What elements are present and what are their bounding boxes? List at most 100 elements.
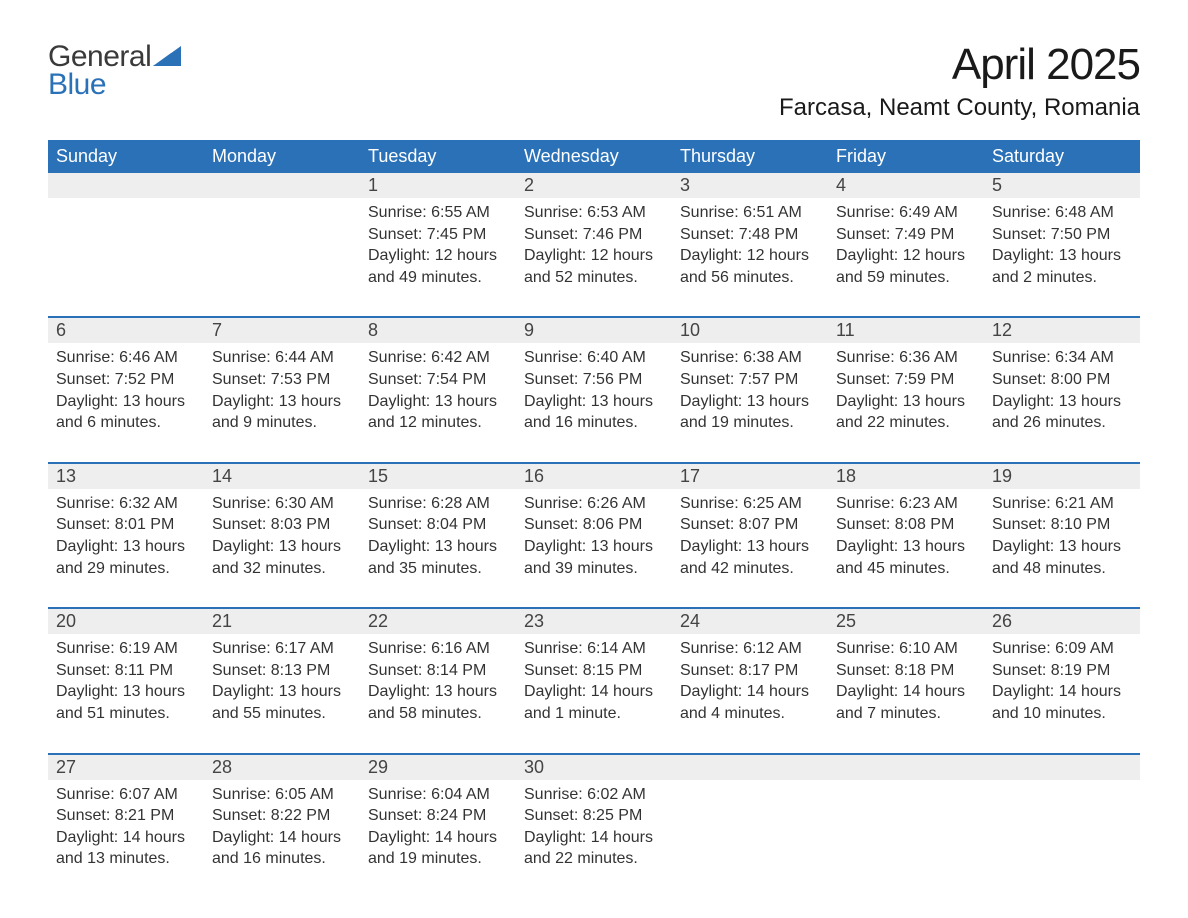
day-number: 28 (212, 757, 232, 777)
sunrise-text: Sunrise: 6:48 AM (992, 202, 1132, 224)
sunrise-text: Sunrise: 6:02 AM (524, 784, 664, 806)
sunrise-text: Sunrise: 6:14 AM (524, 638, 664, 660)
day1-text: Daylight: 13 hours (524, 536, 664, 558)
day-number-cell (828, 755, 984, 780)
day1-text: Daylight: 14 hours (680, 681, 820, 703)
sunrise-text: Sunrise: 6:07 AM (56, 784, 196, 806)
day-number-cell (984, 755, 1140, 780)
day-number-cell: 22 (360, 609, 516, 634)
day1-text: Daylight: 13 hours (680, 391, 820, 413)
day-content-cell: Sunrise: 6:07 AMSunset: 8:21 PMDaylight:… (48, 780, 204, 898)
day-number-cell: 8 (360, 318, 516, 343)
day-number-row: 27282930 (48, 755, 1140, 780)
day-number-cell: 3 (672, 173, 828, 198)
day-number-cell: 24 (672, 609, 828, 634)
sunrise-text: Sunrise: 6:49 AM (836, 202, 976, 224)
day1-text: Daylight: 12 hours (524, 245, 664, 267)
day-content-cell: Sunrise: 6:42 AMSunset: 7:54 PMDaylight:… (360, 343, 516, 462)
dow-saturday: Saturday (984, 140, 1140, 173)
day-content-row: Sunrise: 6:07 AMSunset: 8:21 PMDaylight:… (48, 780, 1140, 898)
day1-text: Daylight: 13 hours (368, 536, 508, 558)
day-content-cell: Sunrise: 6:25 AMSunset: 8:07 PMDaylight:… (672, 489, 828, 608)
day-number: 4 (836, 175, 846, 195)
day-number: 8 (368, 320, 378, 340)
day-content-cell: Sunrise: 6:55 AMSunset: 7:45 PMDaylight:… (360, 198, 516, 317)
sunrise-text: Sunrise: 6:32 AM (56, 493, 196, 515)
sunset-text: Sunset: 8:03 PM (212, 514, 352, 536)
sunrise-text: Sunrise: 6:04 AM (368, 784, 508, 806)
day1-text: Daylight: 13 hours (368, 391, 508, 413)
day2-text: and 22 minutes. (836, 412, 976, 434)
day1-text: Daylight: 12 hours (680, 245, 820, 267)
day1-text: Daylight: 13 hours (992, 536, 1132, 558)
sunrise-text: Sunrise: 6:28 AM (368, 493, 508, 515)
day-content-cell: Sunrise: 6:48 AMSunset: 7:50 PMDaylight:… (984, 198, 1140, 317)
day-number-cell: 15 (360, 464, 516, 489)
day-number: 18 (836, 466, 856, 486)
day-of-week-header-row: Sunday Monday Tuesday Wednesday Thursday… (48, 140, 1140, 173)
day-content-cell: Sunrise: 6:09 AMSunset: 8:19 PMDaylight:… (984, 634, 1140, 753)
day-number: 21 (212, 611, 232, 631)
day-number: 12 (992, 320, 1012, 340)
day-content-cell: Sunrise: 6:14 AMSunset: 8:15 PMDaylight:… (516, 634, 672, 753)
day1-text: Daylight: 13 hours (212, 536, 352, 558)
day2-text: and 16 minutes. (524, 412, 664, 434)
day-number: 26 (992, 611, 1012, 631)
day2-text: and 19 minutes. (368, 848, 508, 870)
day2-text: and 48 minutes. (992, 558, 1132, 580)
day1-text: Daylight: 13 hours (836, 391, 976, 413)
day1-text: Daylight: 14 hours (56, 827, 196, 849)
day-content-cell: Sunrise: 6:17 AMSunset: 8:13 PMDaylight:… (204, 634, 360, 753)
day-content-cell: Sunrise: 6:12 AMSunset: 8:17 PMDaylight:… (672, 634, 828, 753)
month-title: April 2025 (779, 40, 1140, 90)
day1-text: Daylight: 14 hours (212, 827, 352, 849)
day-content-cell: Sunrise: 6:30 AMSunset: 8:03 PMDaylight:… (204, 489, 360, 608)
sunrise-text: Sunrise: 6:53 AM (524, 202, 664, 224)
day2-text: and 13 minutes. (56, 848, 196, 870)
day1-text: Daylight: 14 hours (836, 681, 976, 703)
sunrise-text: Sunrise: 6:30 AM (212, 493, 352, 515)
day-number-cell: 17 (672, 464, 828, 489)
day2-text: and 35 minutes. (368, 558, 508, 580)
sunrise-text: Sunrise: 6:38 AM (680, 347, 820, 369)
day-content-cell: Sunrise: 6:49 AMSunset: 7:49 PMDaylight:… (828, 198, 984, 317)
sunrise-text: Sunrise: 6:26 AM (524, 493, 664, 515)
day-number-row: 20212223242526 (48, 609, 1140, 634)
sunset-text: Sunset: 8:22 PM (212, 805, 352, 827)
day-number-cell: 10 (672, 318, 828, 343)
dow-wednesday: Wednesday (516, 140, 672, 173)
sunset-text: Sunset: 8:08 PM (836, 514, 976, 536)
sunrise-text: Sunrise: 6:46 AM (56, 347, 196, 369)
day2-text: and 9 minutes. (212, 412, 352, 434)
day-number-cell: 25 (828, 609, 984, 634)
calendar-body: 12 34 5 Sunrise: 6:55 AMSunset: 7:45 PMDayl… (48, 173, 1140, 898)
day1-text: Daylight: 14 hours (368, 827, 508, 849)
sunset-text: Sunset: 8:04 PM (368, 514, 508, 536)
day1-text: Daylight: 13 hours (992, 391, 1132, 413)
day-number-cell: 4 (828, 173, 984, 198)
day-content-cell: Sunrise: 6:26 AMSunset: 8:06 PMDaylight:… (516, 489, 672, 608)
day-number-cell: 26 (984, 609, 1140, 634)
sunrise-text: Sunrise: 6:40 AM (524, 347, 664, 369)
day-content-cell: Sunrise: 6:04 AMSunset: 8:24 PMDaylight:… (360, 780, 516, 898)
day-number-cell (48, 173, 204, 198)
sunset-text: Sunset: 8:01 PM (56, 514, 196, 536)
day-number-cell: 12 (984, 318, 1140, 343)
logo: General Blue (48, 40, 181, 102)
day-number: 2 (524, 175, 534, 195)
sunset-text: Sunset: 7:50 PM (992, 224, 1132, 246)
day-number: 5 (992, 175, 1002, 195)
sunset-text: Sunset: 8:15 PM (524, 660, 664, 682)
day2-text: and 59 minutes. (836, 267, 976, 289)
day-number: 25 (836, 611, 856, 631)
day-content-cell: Sunrise: 6:28 AMSunset: 8:04 PMDaylight:… (360, 489, 516, 608)
sunrise-text: Sunrise: 6:17 AM (212, 638, 352, 660)
day2-text: and 52 minutes. (524, 267, 664, 289)
sunset-text: Sunset: 7:54 PM (368, 369, 508, 391)
sunrise-text: Sunrise: 6:36 AM (836, 347, 976, 369)
day1-text: Daylight: 13 hours (368, 681, 508, 703)
day-number: 14 (212, 466, 232, 486)
sunset-text: Sunset: 8:18 PM (836, 660, 976, 682)
day-number-row: 13141516171819 (48, 464, 1140, 489)
day1-text: Daylight: 13 hours (212, 681, 352, 703)
